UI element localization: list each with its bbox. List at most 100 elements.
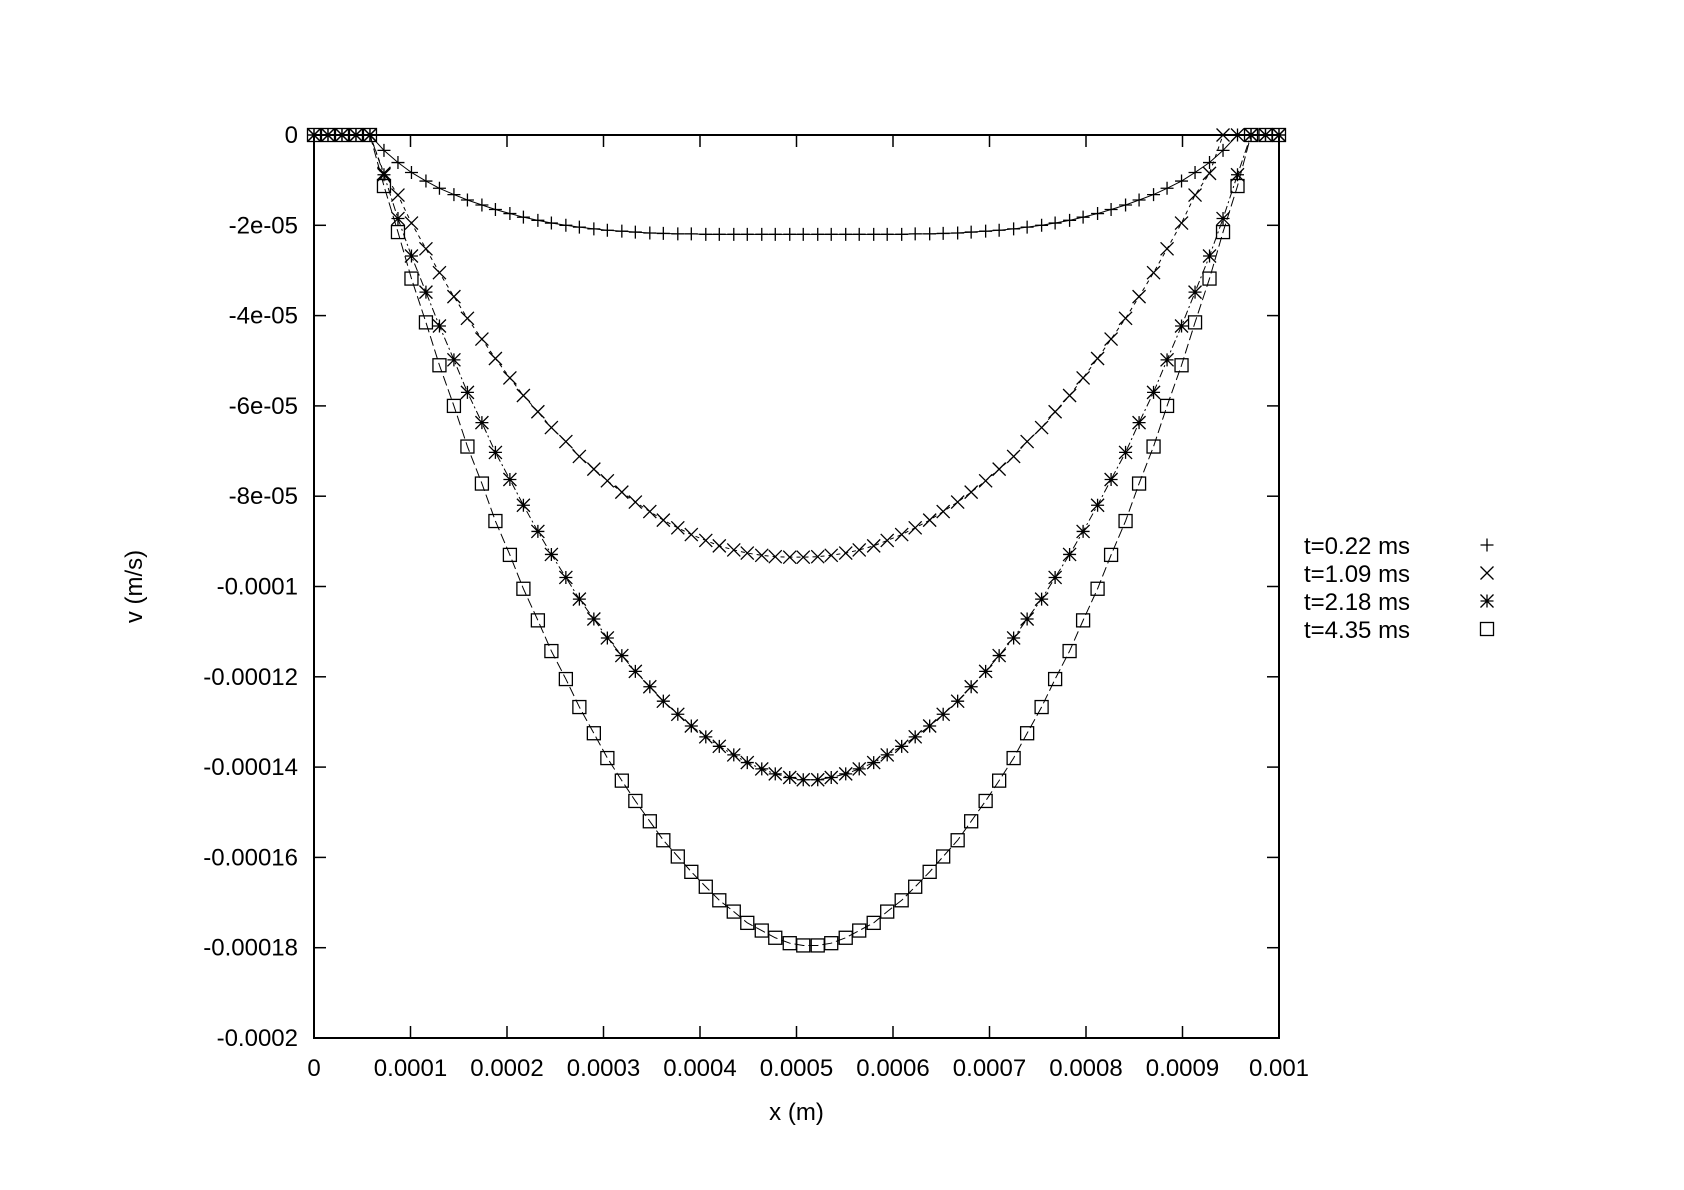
data-point bbox=[1132, 415, 1147, 430]
data-point bbox=[600, 223, 614, 237]
data-point bbox=[530, 524, 545, 539]
data-point bbox=[908, 729, 923, 744]
data-point bbox=[1230, 178, 1245, 194]
data-point bbox=[516, 498, 531, 513]
data-point bbox=[1104, 332, 1119, 347]
data-point bbox=[1020, 612, 1035, 626]
data-point bbox=[936, 504, 951, 519]
legend: t=0.22 mst=1.09 mst=2.18 mst=4.35 ms bbox=[1304, 533, 1495, 644]
data-point bbox=[978, 664, 993, 679]
legend-label: t=1.09 ms bbox=[1304, 561, 1410, 588]
data-point bbox=[824, 770, 839, 785]
data-point bbox=[460, 439, 475, 454]
data-point bbox=[1076, 524, 1091, 539]
data-point bbox=[768, 549, 783, 564]
y-tick-label: -0.00014 bbox=[203, 754, 298, 781]
data-point bbox=[628, 664, 643, 679]
data-point bbox=[516, 210, 530, 224]
data-point bbox=[1215, 224, 1231, 240]
data-point bbox=[558, 434, 573, 449]
data-point bbox=[768, 227, 782, 241]
data-point bbox=[419, 174, 433, 188]
data-point bbox=[656, 833, 671, 848]
data-point bbox=[600, 631, 615, 645]
data-point bbox=[908, 227, 922, 241]
data-point bbox=[712, 893, 727, 908]
data-point bbox=[572, 449, 587, 464]
data-point bbox=[754, 923, 769, 938]
data-point bbox=[922, 864, 937, 879]
data-point bbox=[503, 207, 517, 221]
data-point bbox=[390, 224, 406, 240]
data-point bbox=[390, 188, 405, 203]
data-point bbox=[460, 311, 475, 326]
data-point bbox=[488, 351, 503, 366]
data-point bbox=[852, 761, 867, 776]
legend-marker bbox=[1479, 621, 1495, 637]
data-point bbox=[1048, 570, 1063, 585]
data-point bbox=[936, 849, 951, 864]
data-point bbox=[1062, 547, 1077, 562]
data-point bbox=[1007, 222, 1021, 236]
data-point bbox=[586, 612, 601, 626]
data-point bbox=[1202, 249, 1217, 263]
y-axis-label: v (m/s) bbox=[121, 550, 148, 623]
series-curves bbox=[314, 134, 1279, 946]
data-point bbox=[544, 547, 559, 562]
data-point bbox=[475, 198, 489, 212]
data-point bbox=[460, 385, 475, 400]
legend-marker bbox=[1480, 566, 1494, 580]
data-point bbox=[782, 770, 797, 785]
data-point bbox=[712, 227, 726, 241]
data-point bbox=[516, 581, 531, 596]
data-point bbox=[418, 315, 434, 330]
data-point bbox=[1174, 358, 1189, 373]
data-point bbox=[1160, 352, 1175, 367]
data-point bbox=[992, 648, 1007, 663]
x-tick-label: 0.0009 bbox=[1146, 1055, 1219, 1082]
x-tick-label: 0.0005 bbox=[760, 1055, 833, 1082]
data-point bbox=[670, 849, 685, 864]
data-point bbox=[1103, 547, 1119, 563]
data-point bbox=[558, 671, 574, 687]
data-point bbox=[880, 227, 894, 241]
data-point bbox=[474, 332, 489, 347]
data-point bbox=[824, 548, 839, 563]
data-point bbox=[1187, 315, 1203, 330]
data-point bbox=[838, 930, 853, 945]
data-point bbox=[502, 472, 517, 487]
data-point bbox=[754, 761, 769, 776]
data-point bbox=[783, 227, 797, 241]
x-tick-label: 0.0008 bbox=[1049, 1055, 1122, 1082]
data-point bbox=[782, 550, 797, 565]
data-point bbox=[1159, 398, 1175, 414]
data-point bbox=[922, 513, 937, 528]
data-point bbox=[586, 726, 601, 741]
data-point bbox=[1075, 613, 1091, 628]
data-point bbox=[908, 520, 923, 535]
data-point bbox=[460, 193, 474, 207]
data-point bbox=[1174, 216, 1189, 231]
data-point bbox=[1146, 265, 1161, 280]
legend-label: t=0.22 ms bbox=[1304, 533, 1410, 560]
data-point bbox=[1090, 498, 1105, 513]
plot-frame bbox=[313, 134, 1280, 1039]
data-point bbox=[488, 202, 502, 216]
legend-marker bbox=[1480, 594, 1494, 608]
data-point bbox=[1047, 671, 1063, 687]
x-tick-label: 0.0001 bbox=[374, 1055, 447, 1082]
data-point bbox=[755, 227, 769, 241]
data-point bbox=[544, 420, 559, 435]
y-tick-label: -0.00018 bbox=[203, 935, 298, 962]
data-point bbox=[1048, 404, 1063, 419]
data-point bbox=[880, 747, 895, 762]
data-point bbox=[950, 495, 965, 510]
data-point bbox=[432, 319, 447, 333]
data-point bbox=[530, 613, 546, 628]
data-point bbox=[615, 224, 629, 238]
data-point bbox=[810, 772, 825, 787]
data-point bbox=[391, 156, 405, 170]
data-point bbox=[628, 225, 642, 239]
x-axis-label: x (m) bbox=[769, 1099, 824, 1126]
